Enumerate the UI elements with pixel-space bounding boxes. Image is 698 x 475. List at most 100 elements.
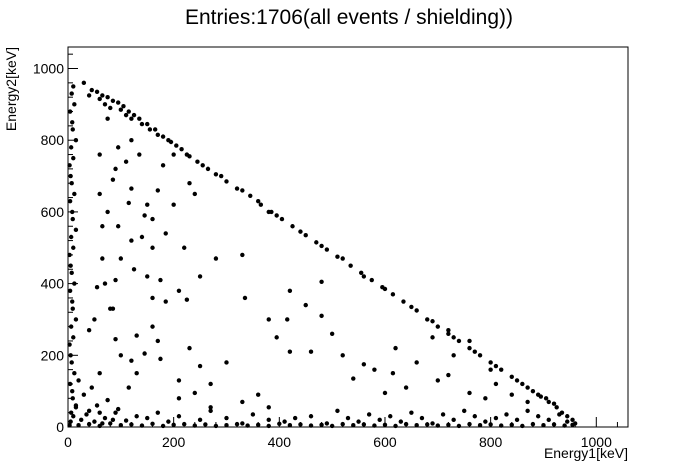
- data-point: [324, 421, 330, 426]
- data-point: [81, 392, 87, 397]
- data-point: [197, 274, 203, 279]
- data-point: [292, 415, 298, 421]
- data-point: [298, 229, 303, 234]
- data-point: [308, 414, 314, 419]
- data-point: [86, 421, 92, 427]
- data-point: [451, 417, 456, 423]
- data-point: [69, 181, 74, 186]
- data-point: [160, 163, 166, 168]
- x-axis: 0 200 400 600 800 1000: [64, 417, 618, 450]
- data-point: [134, 371, 139, 376]
- data-point: [195, 159, 200, 164]
- data-point: [414, 423, 419, 428]
- data-point: [155, 338, 161, 344]
- data-point: [266, 405, 271, 410]
- data-point: [70, 127, 75, 132]
- data-point: [425, 422, 430, 427]
- data-point: [390, 371, 396, 376]
- data-point: [356, 419, 361, 424]
- data-point: [377, 417, 382, 423]
- x-tick-label: 1000: [581, 434, 612, 450]
- data-point: [139, 121, 145, 127]
- data-point: [123, 112, 129, 118]
- data-point: [171, 152, 176, 157]
- data-point: [535, 392, 541, 397]
- data-point: [435, 324, 441, 329]
- x-tick-label: 0: [64, 434, 72, 450]
- data-point: [208, 381, 213, 387]
- data-point: [493, 363, 499, 369]
- data-point: [430, 421, 435, 426]
- data-point: [139, 423, 145, 428]
- data-point: [94, 284, 100, 290]
- data-point: [250, 412, 256, 417]
- data-point: [382, 286, 388, 292]
- data-point: [134, 414, 139, 419]
- data-point: [69, 360, 74, 365]
- data-point: [483, 419, 488, 424]
- data-point: [509, 422, 514, 428]
- data-point: [565, 419, 570, 424]
- data-point: [287, 423, 293, 428]
- data-point: [73, 317, 79, 322]
- data-point: [403, 385, 409, 390]
- data-point: [115, 100, 121, 105]
- data-point: [184, 297, 190, 302]
- data-point: [71, 84, 76, 89]
- data-point: [488, 360, 493, 365]
- y-tick-label: 400: [41, 276, 65, 292]
- data-point: [147, 127, 153, 132]
- data-point: [361, 422, 367, 427]
- data-point: [493, 415, 499, 421]
- data-point: [409, 304, 414, 310]
- data-point: [345, 415, 351, 421]
- data-point: [155, 410, 161, 415]
- chart-title: Entries:1706(all events / shielding)): [185, 6, 513, 29]
- data-point: [92, 419, 97, 424]
- data-point: [359, 270, 364, 276]
- data-point: [213, 256, 219, 261]
- data-point: [158, 277, 163, 283]
- data-point: [68, 173, 73, 179]
- data-point: [71, 245, 76, 250]
- data-point: [67, 423, 72, 428]
- data-point: [105, 94, 110, 100]
- data-point: [94, 403, 100, 408]
- data-point: [554, 405, 559, 410]
- data-point: [255, 422, 261, 428]
- data-point: [279, 216, 285, 222]
- data-point: [514, 417, 520, 423]
- data-point: [340, 256, 345, 261]
- data-point: [456, 338, 462, 344]
- data-point: [525, 385, 530, 390]
- data-point: [174, 143, 179, 148]
- data-point: [97, 371, 102, 376]
- data-point: [200, 163, 205, 168]
- data-point: [467, 345, 472, 351]
- x-tick-label: 200: [162, 434, 186, 450]
- data-point: [129, 358, 134, 363]
- data-point: [509, 392, 514, 397]
- data-point: [67, 288, 73, 293]
- data-point: [182, 421, 187, 427]
- y-tick-label: 800: [41, 132, 65, 148]
- data-point: [234, 186, 240, 191]
- data-point: [73, 405, 79, 410]
- data-point: [525, 399, 530, 405]
- data-point: [435, 378, 441, 383]
- data-point: [255, 392, 261, 397]
- data-point: [73, 227, 79, 233]
- data-point: [129, 186, 134, 191]
- data-point: [92, 317, 97, 322]
- data-point: [70, 209, 75, 215]
- data-point: [155, 188, 161, 193]
- data-point: [182, 245, 187, 250]
- data-point: [393, 423, 398, 429]
- data-point: [382, 390, 388, 396]
- data-point: [113, 166, 118, 172]
- data-point: [366, 412, 372, 417]
- data-point: [113, 336, 118, 342]
- data-point: [71, 155, 76, 161]
- data-point: [197, 417, 203, 423]
